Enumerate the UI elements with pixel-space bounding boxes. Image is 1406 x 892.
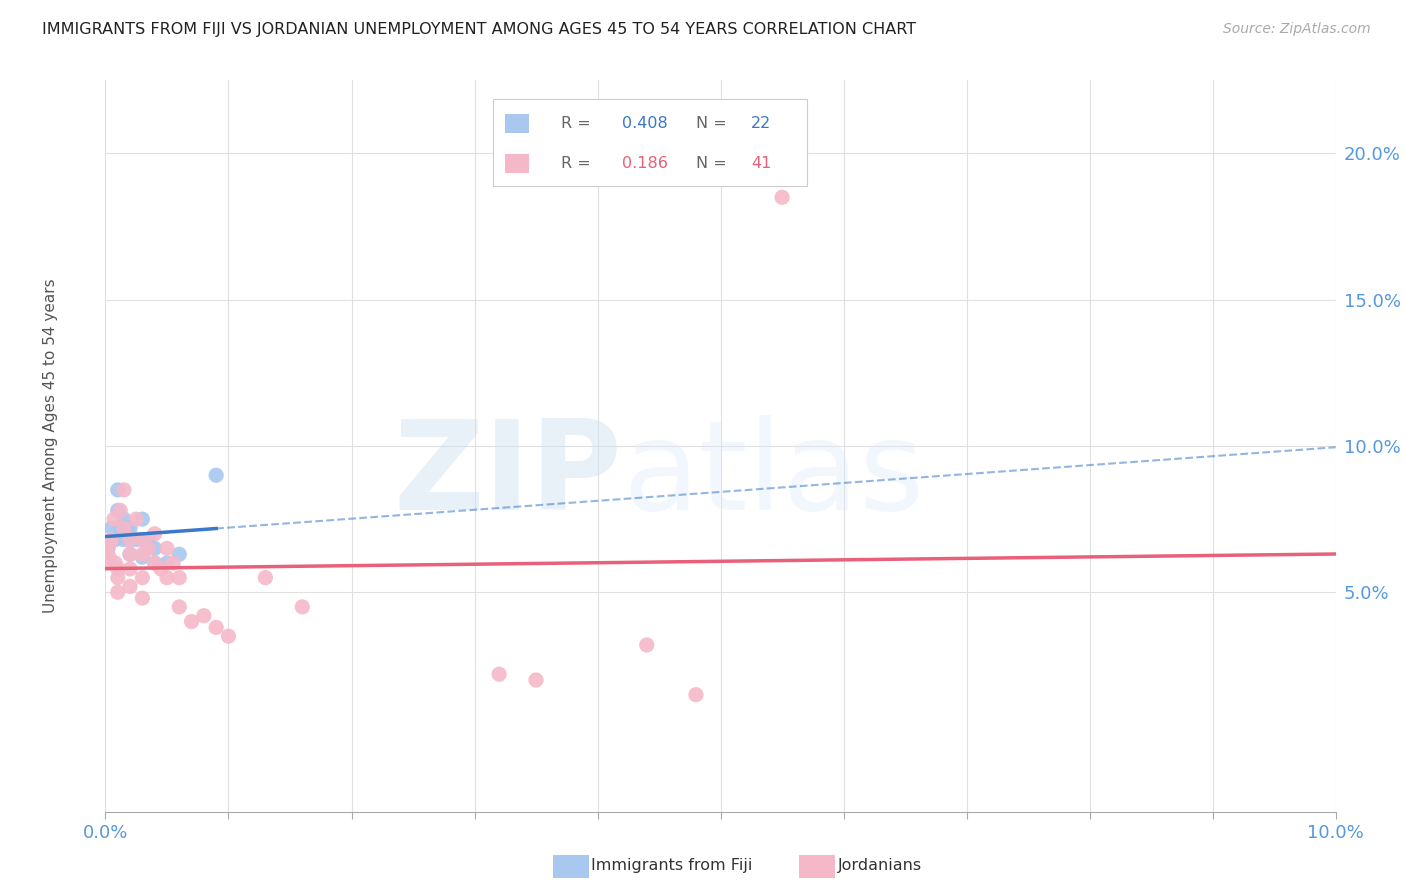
Point (112, 521, 135, 535)
Point (131, 591, 153, 606)
Point (143, 526, 166, 541)
Point (120, 579, 141, 593)
Point (104, 533, 127, 547)
Point (180, 615, 202, 629)
Point (120, 533, 141, 547)
Point (100, 533, 122, 547)
Text: 22: 22 (751, 116, 772, 130)
Point (117, 521, 139, 535)
Point (156, 556, 179, 570)
Point (131, 547, 153, 561)
Point (100, 521, 122, 535)
Point (103, 512, 125, 526)
Point (205, 468, 228, 483)
Point (97, 541, 120, 556)
Point (112, 533, 135, 547)
Text: 41: 41 (751, 156, 772, 171)
Text: Source: ZipAtlas.com: Source: ZipAtlas.com (1223, 22, 1371, 37)
Text: R =: R = (561, 116, 591, 130)
Point (156, 571, 179, 585)
Point (96, 556, 118, 570)
Point (112, 483, 135, 497)
Point (205, 620, 228, 634)
FancyBboxPatch shape (494, 99, 807, 186)
Point (143, 556, 166, 570)
Point (131, 571, 153, 585)
Point (149, 562, 172, 576)
Point (291, 599, 314, 614)
Point (162, 556, 184, 570)
Point (131, 533, 153, 547)
Point (125, 533, 148, 547)
Text: Jordanians: Jordanians (838, 858, 922, 872)
Text: Immigrants from Fiji: Immigrants from Fiji (591, 858, 752, 872)
Point (169, 571, 191, 585)
Text: IMMIGRANTS FROM FIJI VS JORDANIAN UNEMPLOYMENT AMONG AGES 45 TO 54 YEARS CORRELA: IMMIGRANTS FROM FIJI VS JORDANIAN UNEMPL… (42, 22, 917, 37)
Point (110, 503, 132, 517)
Text: atlas: atlas (621, 415, 924, 536)
Point (110, 521, 132, 535)
Point (98, 550, 121, 565)
Point (636, 638, 658, 652)
Point (685, 688, 707, 702)
Point (138, 533, 160, 547)
Point (218, 629, 240, 643)
Point (169, 547, 191, 561)
Point (104, 556, 127, 570)
Point (770, 190, 793, 204)
Point (254, 571, 277, 585)
Point (120, 533, 141, 547)
Point (131, 550, 153, 565)
Point (125, 512, 148, 526)
Point (107, 503, 129, 517)
Point (120, 547, 141, 561)
Text: R =: R = (561, 156, 591, 171)
Text: ZIP: ZIP (394, 415, 621, 536)
Point (107, 483, 129, 497)
Point (107, 585, 129, 599)
Text: 0.186: 0.186 (621, 156, 668, 171)
Point (107, 562, 129, 576)
Point (97, 541, 120, 556)
Point (131, 512, 153, 526)
Text: N =: N = (696, 156, 727, 171)
Point (120, 547, 141, 561)
Point (120, 562, 141, 576)
Point (169, 599, 191, 614)
Point (131, 533, 153, 547)
Point (156, 541, 179, 556)
Text: Unemployment Among Ages 45 to 54 years: Unemployment Among Ages 45 to 54 years (42, 278, 58, 614)
FancyBboxPatch shape (505, 113, 529, 133)
Point (488, 667, 510, 681)
Point (112, 512, 135, 526)
Point (143, 556, 166, 570)
Point (120, 521, 141, 535)
Text: 0.408: 0.408 (621, 116, 668, 130)
Point (143, 541, 166, 556)
Point (193, 608, 215, 623)
Text: N =: N = (696, 116, 727, 130)
Point (107, 571, 129, 585)
Point (524, 673, 547, 687)
FancyBboxPatch shape (505, 154, 529, 173)
Point (138, 541, 160, 556)
